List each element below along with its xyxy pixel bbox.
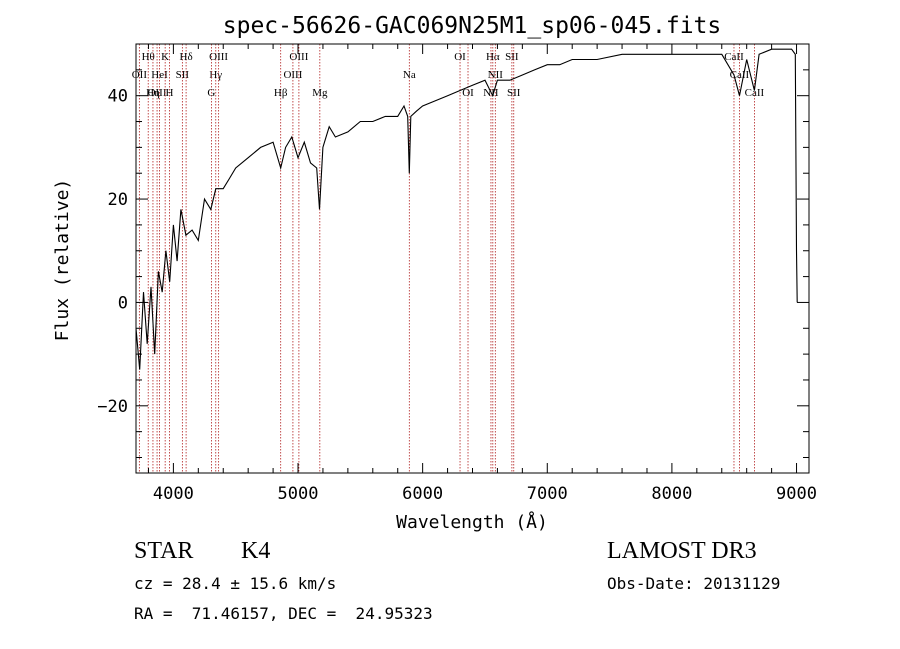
y-tick-label: −20 bbox=[97, 397, 128, 417]
x-tick-label: 7000 bbox=[527, 484, 568, 504]
chart-title: spec-56626-GAC069N25M1_sp06-045.fits bbox=[223, 13, 722, 39]
line-marker-label: CaII bbox=[724, 51, 744, 63]
line-marker-label: Mg bbox=[312, 87, 328, 99]
line-marker-label: OIII bbox=[148, 87, 167, 99]
y-tick-label: 20 bbox=[108, 190, 128, 210]
y-axis-label: Flux (relative) bbox=[52, 179, 73, 342]
observation-date: Obs-Date: 20131129 bbox=[607, 574, 781, 593]
line-marker-label: OIII bbox=[283, 69, 302, 81]
redshift-velocity: cz = 28.4 ± 15.6 km/s bbox=[134, 574, 337, 593]
x-tick-label: 8000 bbox=[651, 484, 692, 504]
x-tick-label: 6000 bbox=[402, 484, 443, 504]
emission-line-markers: HθOIIHηOIIIHeIKHSIIHδHγGOIIIHβOIIIOIIIMg… bbox=[132, 44, 765, 473]
line-marker-label: Hη bbox=[146, 87, 160, 99]
line-marker-label: Hγ bbox=[209, 69, 222, 81]
plot-frame bbox=[135, 43, 810, 474]
line-marker-label: K bbox=[161, 51, 169, 63]
line-marker-label: G bbox=[207, 87, 215, 99]
line-marker-label: Hδ bbox=[180, 51, 193, 63]
x-tick-label: 4000 bbox=[153, 484, 194, 504]
line-marker-label: OIII bbox=[209, 51, 228, 63]
x-tick-label: 5000 bbox=[278, 484, 319, 504]
axis-ticks bbox=[136, 43, 809, 473]
line-marker-label: Hβ bbox=[274, 87, 288, 99]
line-marker-label: H bbox=[166, 87, 174, 99]
line-marker-label: CaII bbox=[730, 69, 750, 81]
line-marker-label: SII bbox=[176, 69, 190, 81]
object-class: STAR bbox=[134, 538, 194, 564]
spectrum-line bbox=[135, 48, 798, 370]
line-marker-label: HeI bbox=[151, 69, 168, 81]
line-marker-label: Na bbox=[403, 69, 416, 81]
tick-labels: 4000 5000 6000 7000 8000 9000 −20 0 20 40 bbox=[97, 87, 817, 504]
line-marker-label: OII bbox=[132, 69, 148, 81]
line-marker-label: Hα bbox=[486, 51, 500, 63]
line-marker-label: NII bbox=[488, 69, 504, 81]
y-tick-label: 0 bbox=[118, 293, 128, 313]
line-marker-label: Hθ bbox=[142, 51, 155, 63]
sky-coordinates: RA = 71.46157, DEC = 24.95323 bbox=[134, 604, 433, 623]
line-marker-label: SII bbox=[505, 51, 519, 63]
x-tick-label: 9000 bbox=[776, 484, 817, 504]
line-marker-label: CaII bbox=[745, 87, 765, 99]
spectral-subclass: K4 bbox=[241, 538, 271, 564]
y-tick-label: 40 bbox=[108, 87, 128, 107]
line-marker-label: SII bbox=[507, 87, 521, 99]
line-marker-label: OI bbox=[462, 87, 474, 99]
survey-name: LAMOST DR3 bbox=[607, 538, 757, 564]
line-marker-label: OIII bbox=[289, 51, 308, 63]
x-axis-label: Wavelength (Å) bbox=[396, 511, 548, 533]
line-marker-label: OI bbox=[454, 51, 466, 63]
